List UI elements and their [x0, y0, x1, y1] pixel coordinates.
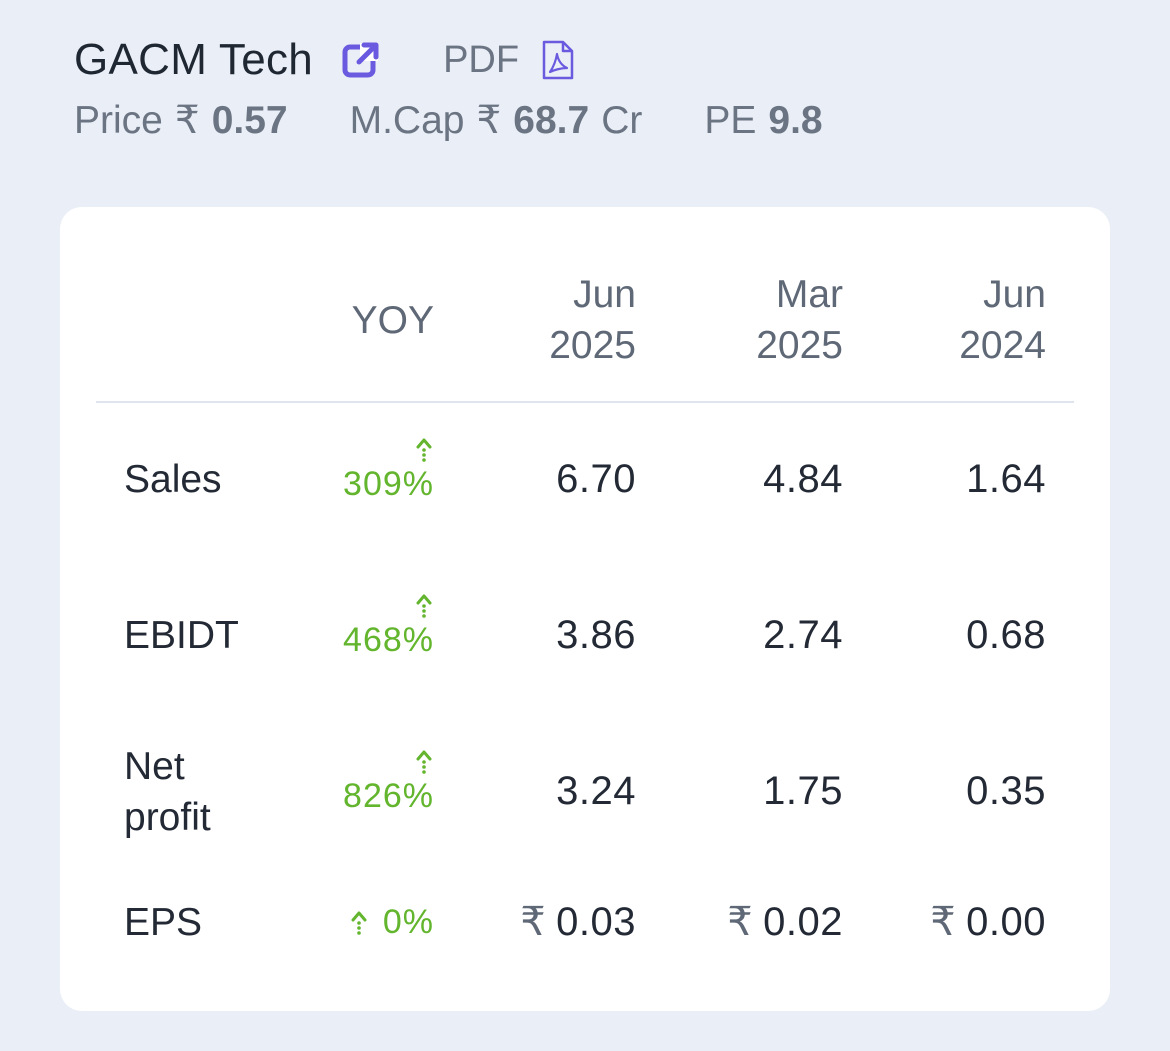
- table-row-ebidt: EBIDT 468% 3.86 2.74 0.68: [96, 591, 1074, 721]
- pdf-link[interactable]: PDF: [443, 39, 575, 82]
- value-jun-2025: 6.70: [556, 457, 636, 501]
- arrow-up-icon: [349, 908, 369, 938]
- mcap-currency: ₹: [476, 99, 502, 142]
- value-jun-2025: 3.24: [556, 769, 636, 813]
- pe-value: 9.8: [768, 99, 823, 142]
- column-header-year: 2025: [756, 324, 843, 367]
- pe-stat: PE 9.8: [704, 99, 822, 143]
- price-currency: ₹: [174, 99, 200, 142]
- row-label: Net profit: [124, 741, 211, 843]
- key-stats: Price ₹ 0.57 M.Cap ₹ 68.7 Cr PE 9.8: [74, 98, 1094, 158]
- value-jun-2024: 1.64: [966, 457, 1046, 501]
- row-label: Sales: [124, 458, 222, 501]
- eps-value: 0.03: [556, 900, 636, 944]
- pdf-file-icon: [541, 40, 575, 80]
- value-jun-2024: ₹0.00: [930, 899, 1046, 945]
- pdf-label: PDF: [443, 38, 520, 81]
- yoy-change: 826%: [343, 747, 434, 816]
- value-jun-2025: ₹0.03: [520, 899, 636, 945]
- arrow-up-icon: [414, 747, 434, 777]
- yoy-value: 826%: [343, 777, 434, 815]
- column-header-mar-2025: Mar 2025: [756, 269, 843, 371]
- column-header-year: 2024: [959, 324, 1046, 367]
- arrow-up-icon: [414, 435, 434, 465]
- mcap-value: 68.7: [513, 99, 590, 142]
- table-row-net-profit: Net profit 826% 3.24 1.75 0.35: [96, 745, 1074, 877]
- value-mar-2025: ₹0.02: [727, 899, 843, 945]
- price-label: Price: [74, 99, 163, 142]
- eps-value: 0.02: [763, 900, 843, 944]
- title-row: GACM Tech PDF: [74, 30, 1094, 90]
- row-label: EPS: [124, 901, 203, 944]
- pe-label: PE: [704, 99, 757, 142]
- column-header-month: Jun: [573, 273, 636, 316]
- column-header-jun-2025: Jun 2025: [549, 269, 636, 371]
- row-label-line: profit: [124, 796, 211, 839]
- table-row-eps: EPS 0% ₹0.03 ₹0.02 ₹0.00: [96, 897, 1074, 1027]
- value-mar-2025: 4.84: [763, 457, 843, 501]
- yoy-change: 309%: [343, 435, 434, 504]
- yoy-value: 0%: [382, 903, 434, 941]
- mcap-label: M.Cap: [349, 99, 465, 142]
- mcap-suffix: Cr: [601, 99, 643, 142]
- row-label-line: Net: [124, 745, 185, 788]
- table-row-sales: Sales 309% 6.70 4.84 1.64: [96, 435, 1074, 565]
- company-name[interactable]: GACM Tech: [74, 35, 314, 84]
- value-mar-2025: 1.75: [763, 769, 843, 813]
- rupee-symbol: ₹: [727, 900, 754, 944]
- table-header: YOY Jun 2025 Mar 2025 Jun 2024: [96, 269, 1074, 403]
- column-header-yoy: YOY: [351, 299, 434, 342]
- yoy-change: 0%: [349, 903, 434, 942]
- price-stat: Price ₹ 0.57: [74, 98, 288, 143]
- row-label: EBIDT: [124, 614, 239, 657]
- arrow-up-icon: [414, 591, 434, 621]
- external-link-icon[interactable]: [341, 40, 381, 80]
- value-jun-2024: 0.35: [966, 769, 1046, 813]
- rupee-symbol: ₹: [930, 900, 957, 944]
- results-card: YOY Jun 2025 Mar 2025 Jun 2024 Sales 309…: [60, 207, 1110, 1011]
- eps-value: 0.00: [966, 900, 1046, 944]
- column-header-year: 2025: [549, 324, 636, 367]
- value-jun-2025: 3.86: [556, 613, 636, 657]
- yoy-change: 468%: [343, 591, 434, 660]
- yoy-value: 309%: [343, 465, 434, 503]
- column-header-month: Jun: [983, 273, 1046, 316]
- column-header-jun-2024: Jun 2024: [959, 269, 1046, 371]
- rupee-symbol: ₹: [520, 900, 547, 944]
- value-mar-2025: 2.74: [763, 613, 843, 657]
- mcap-stat: M.Cap ₹ 68.7 Cr: [350, 98, 643, 143]
- company-header: GACM Tech PDF Price ₹ 0.57: [74, 30, 1094, 158]
- price-value: 0.57: [211, 99, 288, 142]
- column-header-month: Mar: [775, 273, 843, 316]
- value-jun-2024: 0.68: [966, 613, 1046, 657]
- yoy-value: 468%: [343, 621, 434, 659]
